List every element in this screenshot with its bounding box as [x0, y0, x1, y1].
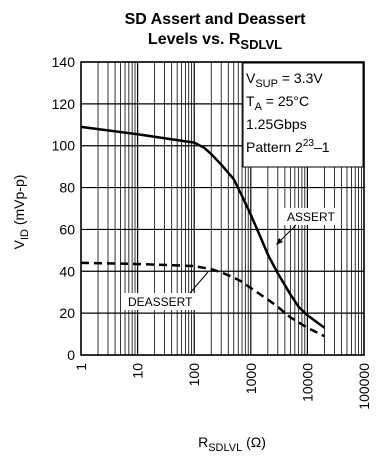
series-group	[80, 125, 326, 338]
plot-frame	[80, 61, 365, 356]
x-tick-label: 10000	[299, 363, 315, 402]
x-axis-label-main: R	[198, 434, 208, 450]
chart-title-line2-main: Levels vs. R	[148, 31, 241, 48]
annotation-assert: ASSERT	[276, 208, 338, 245]
x-tick-labels: 1 10 100 1000 10000 100000	[73, 363, 372, 410]
x-tick-label: 1	[73, 363, 89, 371]
y-tick-label: 140	[52, 54, 76, 70]
y-tick-label: 80	[59, 180, 75, 196]
legend-line-vsup: VSUP = 3.3V	[246, 70, 323, 90]
legend-pattern-rest: –1	[314, 139, 330, 155]
chart-title-line1: SD Assert and Deassert	[125, 11, 306, 28]
legend-box: VSUP = 3.3V TA = 25°C 1.25Gbps Pattern 2…	[242, 62, 364, 168]
y-axis-label: VID (mVp-p)	[11, 175, 31, 250]
x-axis-label-sub: SDLVL	[208, 442, 242, 454]
y-axis-label-sub: ID	[19, 229, 31, 240]
legend-vsup-main: V	[246, 70, 256, 86]
legend-ta-sub: A	[255, 101, 263, 113]
chart-title-line2: Levels vs. RSDLVL	[148, 31, 282, 52]
legend-line-pattern: Pattern 223–1	[246, 138, 330, 155]
x-axis-label: RSDLVL (Ω)	[198, 434, 266, 454]
legend-vsup-rest: = 3.3V	[278, 70, 323, 86]
legend-pattern-main: Pattern 2	[246, 139, 303, 155]
y-tick-labels: 0 20 40 60 80 100 120 140	[52, 54, 76, 363]
y-tick-label: 60	[59, 221, 75, 237]
y-tick-label: 100	[52, 138, 76, 154]
legend-ta-main: T	[246, 93, 255, 109]
x-tick-label: 1000	[243, 363, 259, 394]
annotation-assert-label: ASSERT	[287, 210, 335, 224]
y-tick-label: 120	[52, 96, 76, 112]
y-tick-label: 20	[59, 305, 75, 321]
chart-title-line2-sub: SDLVL	[240, 37, 282, 52]
y-axis-label-unit: (mVp-p)	[11, 175, 27, 229]
x-tick-label: 10	[130, 363, 146, 379]
x-tick-label: 100	[186, 363, 202, 387]
annotation-deassert-leader	[189, 271, 209, 294]
annotation-assert-background	[284, 208, 338, 225]
y-axis-label-main: V	[11, 239, 27, 249]
legend-line-rate: 1.25Gbps	[246, 116, 307, 132]
y-tick-label: 40	[59, 263, 75, 279]
x-tick-label: 100000	[356, 363, 372, 410]
legend-ta-rest: = 25°C	[262, 93, 309, 109]
series-line-deassert	[80, 261, 325, 338]
annotation-deassert-label: DEASSERT	[128, 295, 193, 309]
series-line-assert	[80, 125, 326, 329]
legend-background	[242, 62, 364, 168]
annotation-deassert-background	[122, 293, 210, 310]
annotation-assert-arrow	[276, 238, 283, 245]
annotation-assert-leader	[278, 224, 297, 243]
legend-vsup-sub: SUP	[255, 78, 278, 90]
legend-pattern-sup: 23	[303, 138, 315, 149]
legend-line-ta: TA = 25°C	[246, 93, 309, 113]
annotation-deassert: DEASSERT	[122, 271, 210, 310]
y-tick-label: 0	[67, 347, 75, 363]
x-axis-label-unit: (Ω)	[242, 434, 266, 450]
